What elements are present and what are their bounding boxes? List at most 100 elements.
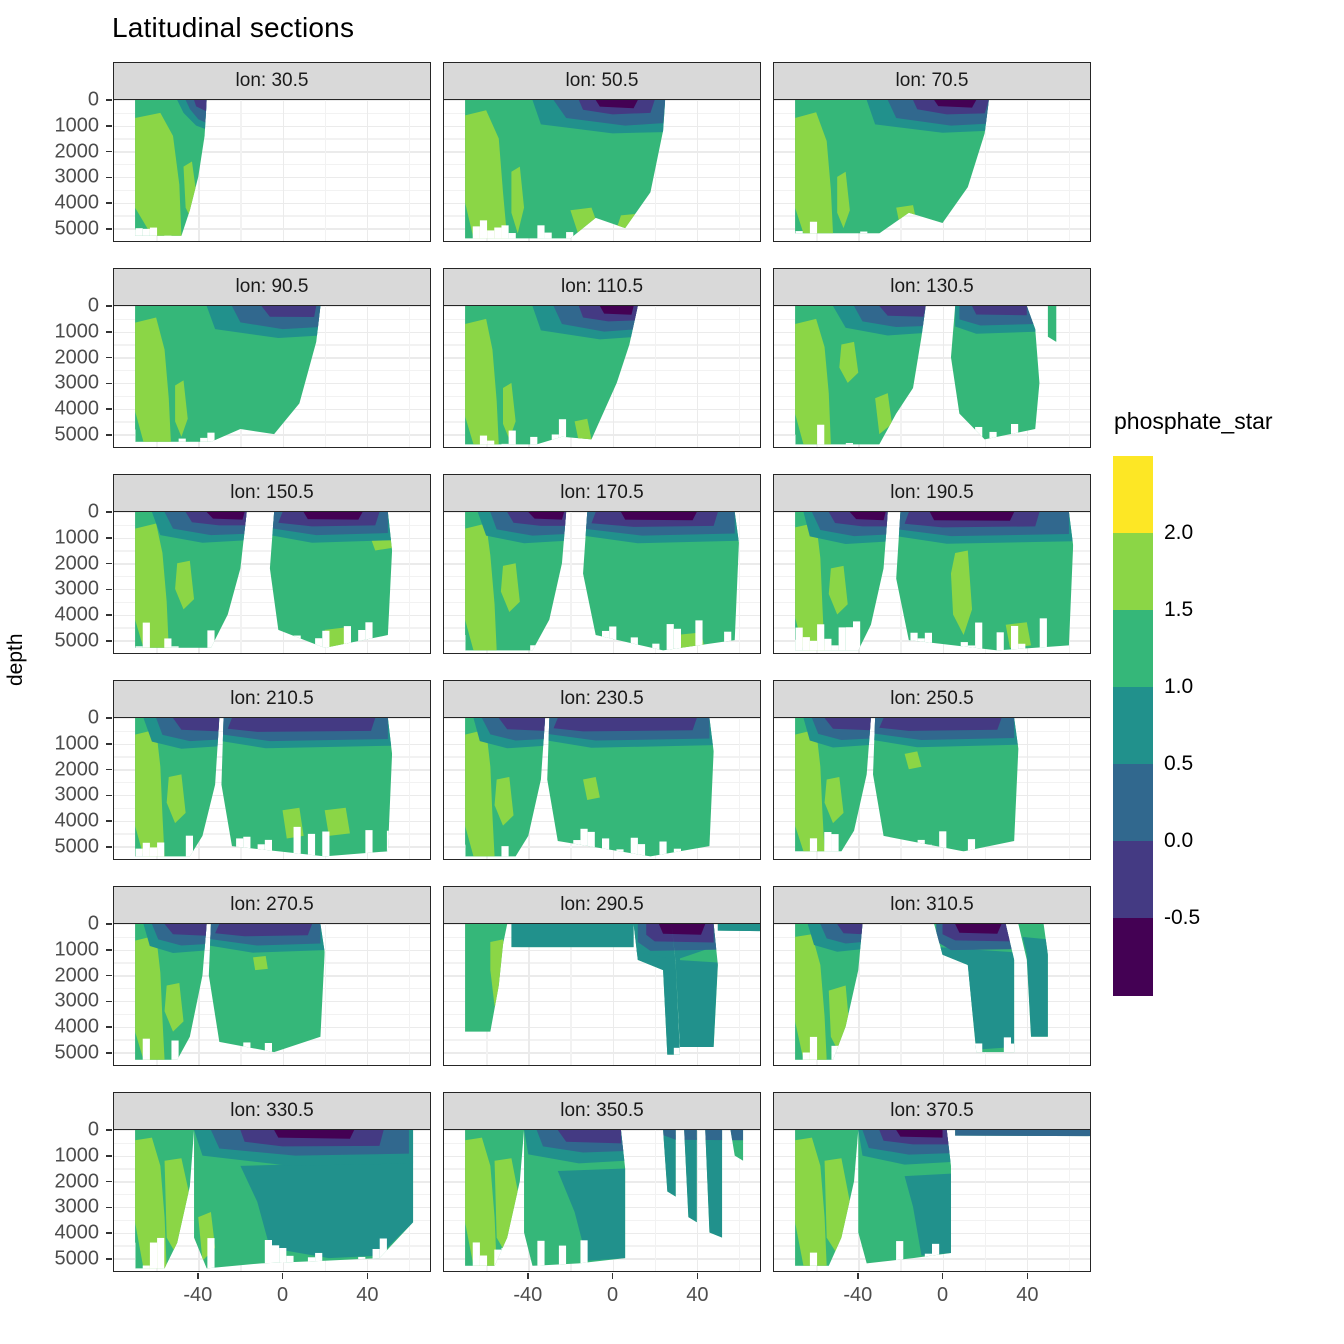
gridline-horizontal-minor bbox=[444, 859, 760, 860]
y-axis-tick-label: 4000 bbox=[54, 397, 100, 420]
gridline-vertical-minor bbox=[654, 924, 657, 1065]
facet-strip: lon: 170.5 bbox=[443, 474, 761, 512]
gridline-horizontal-minor bbox=[444, 988, 760, 990]
facet-plot-area bbox=[113, 718, 431, 860]
x-axis-tick bbox=[1026, 1273, 1029, 1279]
y-axis-tick-label: 1000 bbox=[54, 1144, 100, 1167]
facet-grid: lon: 30.5 lon: 50.5 lon: 70.5 lon: 90.5 lon:… bbox=[113, 62, 1091, 1278]
x-axis-tick bbox=[366, 1273, 369, 1279]
gridline-vertical-minor bbox=[1068, 306, 1071, 447]
y-axis-tick-label: 5000 bbox=[54, 1041, 100, 1064]
y-axis-tick bbox=[106, 1026, 112, 1029]
contour-surface bbox=[114, 718, 430, 859]
legend-tick-label: 2.0 bbox=[1164, 521, 1194, 544]
contour-surface bbox=[774, 924, 1090, 1065]
y-axis-tick-label: 4000 bbox=[54, 1221, 100, 1244]
facet-plot-area bbox=[443, 512, 761, 654]
gridline-horizontal bbox=[774, 382, 1090, 385]
gridline-vertical bbox=[696, 306, 699, 447]
gridline-vertical bbox=[612, 924, 614, 1065]
facet-plot-area bbox=[773, 306, 1091, 448]
gridline-horizontal-minor bbox=[774, 653, 1090, 654]
contour-surface bbox=[774, 512, 1090, 653]
legend-title: phosphate_star bbox=[1114, 408, 1273, 434]
facet-strip-label: lon: 70.5 bbox=[895, 70, 969, 91]
y-axis-tick bbox=[106, 125, 112, 127]
y-axis-tick bbox=[106, 331, 112, 333]
gridline-vertical bbox=[1026, 1130, 1029, 1271]
gridline-vertical bbox=[198, 924, 200, 1065]
x-axis-tick-label: 40 bbox=[686, 1284, 709, 1306]
facet-panel: lon: 270.5 bbox=[113, 886, 431, 1066]
contour-surface bbox=[114, 306, 430, 447]
facet-strip: lon: 190.5 bbox=[773, 474, 1091, 512]
x-axis-tick-label: 0 bbox=[937, 1284, 949, 1306]
y-axis-tick-label: 3000 bbox=[54, 1195, 100, 1218]
y-axis-tick bbox=[106, 588, 112, 591]
y-axis-tick-label: 1000 bbox=[54, 320, 100, 343]
gridline-vertical-minor bbox=[654, 306, 657, 447]
legend-color-band bbox=[1113, 687, 1153, 765]
gridline-vertical-minor bbox=[408, 512, 411, 653]
gridline-vertical-minor bbox=[738, 924, 741, 1065]
facet-plot-area bbox=[113, 1130, 431, 1272]
facet-strip: lon: 110.5 bbox=[443, 268, 761, 306]
facet-strip: lon: 210.5 bbox=[113, 680, 431, 718]
gridline-horizontal-minor bbox=[774, 1271, 1090, 1272]
gridline-vertical-minor bbox=[570, 924, 572, 1065]
y-axis-tick-label: 2000 bbox=[54, 140, 100, 163]
facet-strip: lon: 310.5 bbox=[773, 886, 1091, 924]
gridline-horizontal bbox=[444, 228, 760, 230]
y-axis-tick-label: 2000 bbox=[54, 758, 100, 781]
gridline-horizontal bbox=[444, 434, 760, 436]
contour-surface bbox=[444, 512, 760, 653]
y-axis-tick bbox=[106, 1052, 112, 1054]
gridline-horizontal bbox=[774, 1258, 1090, 1260]
facet-strip-label: lon: 290.5 bbox=[560, 894, 644, 915]
facet-strip-label: lon: 50.5 bbox=[565, 70, 639, 91]
gridline-horizontal-minor bbox=[774, 395, 1090, 398]
y-axis-tick bbox=[106, 1258, 112, 1260]
gridline-horizontal bbox=[774, 331, 1090, 334]
contour-surface bbox=[114, 100, 430, 241]
gridline-horizontal bbox=[774, 924, 1090, 926]
x-axis-tick-label: -40 bbox=[843, 1284, 873, 1306]
gridline-horizontal-minor bbox=[774, 936, 1090, 939]
gridline-vertical-minor bbox=[984, 100, 987, 241]
contour-surface bbox=[444, 924, 760, 1065]
facet-plot-area bbox=[113, 100, 431, 242]
legend-colorbar bbox=[1113, 456, 1153, 996]
gridline-horizontal-minor bbox=[114, 189, 430, 192]
gridline-horizontal bbox=[114, 125, 430, 128]
y-axis-tick bbox=[106, 743, 112, 745]
facet-plot-area bbox=[443, 924, 761, 1066]
gridline-vertical-minor bbox=[738, 512, 741, 653]
facet-strip: lon: 130.5 bbox=[773, 268, 1091, 306]
y-axis-tick bbox=[106, 382, 112, 385]
facet-strip: lon: 70.5 bbox=[773, 62, 1091, 100]
gridline-horizontal-minor bbox=[774, 1013, 1090, 1016]
y-axis-tick bbox=[106, 176, 112, 179]
y-axis-tick-label: 0 bbox=[87, 294, 99, 317]
gridline-horizontal-minor bbox=[774, 344, 1090, 346]
legend-color-band bbox=[1113, 610, 1153, 688]
facet-strip-label: lon: 130.5 bbox=[890, 276, 974, 297]
facet-panel: lon: 370.5 bbox=[773, 1092, 1091, 1272]
legend-color-band bbox=[1113, 764, 1153, 842]
contour-surface bbox=[114, 924, 430, 1065]
facet-strip: lon: 50.5 bbox=[443, 62, 761, 100]
facet-strip-label: lon: 210.5 bbox=[230, 688, 314, 709]
gridline-vertical-minor bbox=[408, 718, 411, 859]
y-axis-tick-label: 5000 bbox=[54, 1247, 100, 1270]
y-axis-tick bbox=[106, 1180, 112, 1183]
gridline-vertical-minor bbox=[654, 100, 657, 241]
y-axis-tick-label: 2000 bbox=[54, 346, 100, 369]
facet-strip: lon: 270.5 bbox=[113, 886, 431, 924]
gridline-vertical-minor bbox=[408, 306, 411, 447]
gridline-vertical-minor bbox=[738, 306, 741, 447]
y-axis-tick bbox=[106, 202, 112, 205]
gridline-vertical-minor bbox=[324, 306, 327, 447]
x-axis-tick-label: -40 bbox=[183, 1284, 213, 1306]
gridline-horizontal-minor bbox=[774, 988, 1090, 990]
facet-panel: lon: 230.5 bbox=[443, 680, 761, 860]
